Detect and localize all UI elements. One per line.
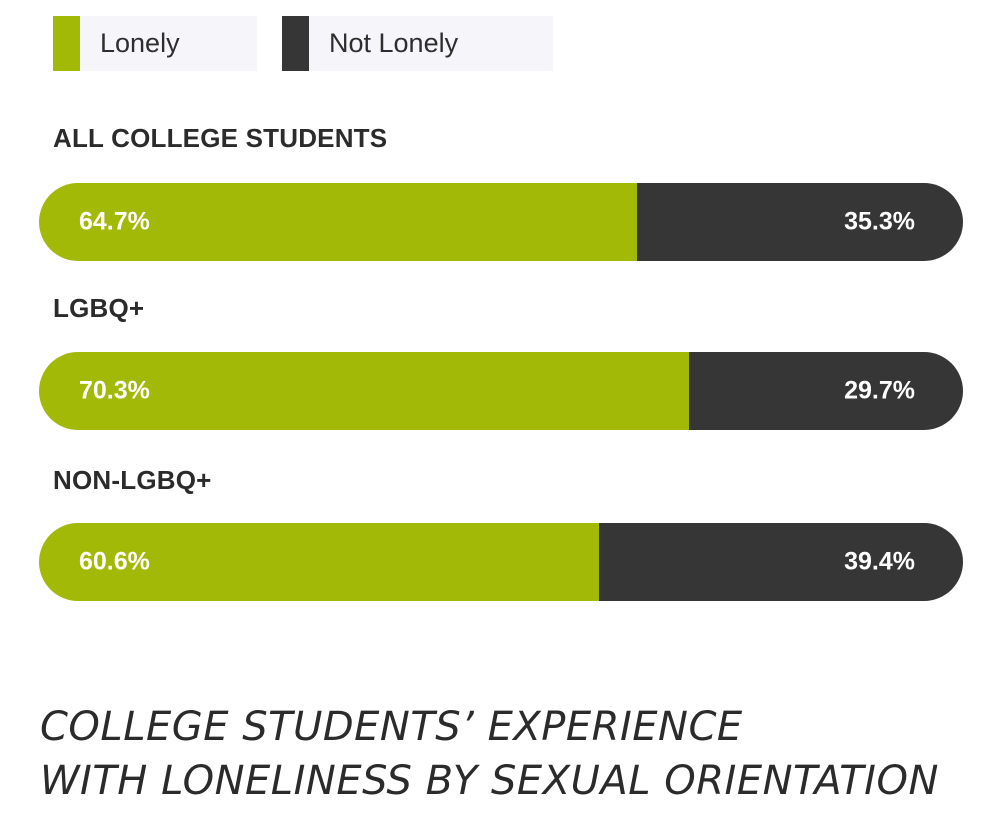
- data-label: 70.3%: [79, 376, 150, 405]
- legend: Lonely Not Lonely: [53, 16, 553, 71]
- stacked-bar: 70.3% 29.7%: [39, 352, 963, 430]
- stacked-bar: 60.6% 39.4%: [39, 523, 963, 601]
- chart-title-line-1: COLLEGE STUDENTS’ EXPERIENCE: [40, 704, 743, 750]
- legend-swatch-not-lonely: [282, 16, 309, 71]
- category-label: ALL COLLEGE STUDENTS: [53, 123, 388, 153]
- bar-segment-lonely: 60.6%: [39, 523, 599, 601]
- bar-segment-lonely: 70.3%: [39, 352, 689, 430]
- legend-item-lonely: Lonely: [53, 16, 257, 71]
- bar-segment-not-lonely: 29.7%: [688, 352, 963, 430]
- data-label: 64.7%: [79, 207, 150, 236]
- bar-segment-not-lonely: 35.3%: [636, 183, 963, 261]
- chart-title-line-2: WITH LONELINESS BY SEXUAL ORIENTATION: [40, 758, 939, 804]
- data-label: 29.7%: [844, 376, 915, 405]
- chart-title: COLLEGE STUDENTS’ EXPERIENCE WITH LONELI…: [40, 700, 939, 808]
- data-label: 60.6%: [79, 547, 150, 576]
- bar-segment-lonely: 64.7%: [39, 183, 637, 261]
- category-label: LGBQ+: [53, 293, 145, 323]
- legend-swatch-lonely: [53, 16, 80, 71]
- legend-item-not-lonely: Not Lonely: [282, 16, 553, 71]
- legend-label-not-lonely: Not Lonely: [329, 28, 459, 58]
- category-label: NON-LGBQ+: [53, 465, 212, 495]
- bar-segment-not-lonely: 39.4%: [598, 523, 963, 601]
- stacked-bar: 64.7% 35.3%: [39, 183, 963, 261]
- data-label: 39.4%: [844, 547, 915, 576]
- legend-label-lonely: Lonely: [100, 28, 180, 58]
- data-label: 35.3%: [844, 207, 915, 236]
